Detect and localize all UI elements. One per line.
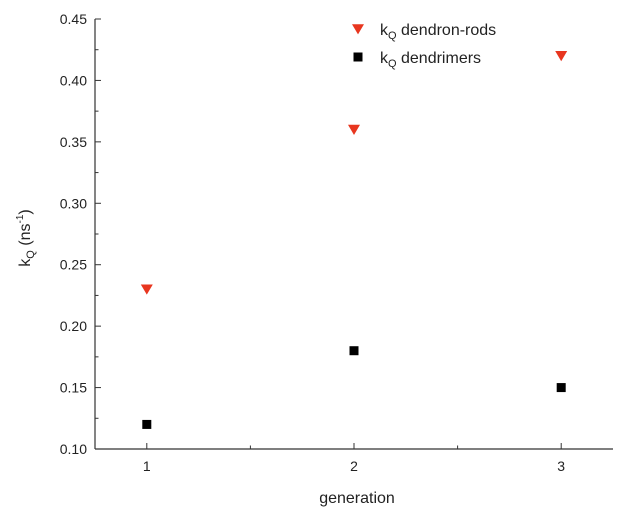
legend-entry-dendrimers: kQ dendrimers <box>353 50 481 70</box>
x-axis-ticks: 1 2 3 <box>143 443 565 474</box>
y-tick-label: 0.45 <box>60 11 87 27</box>
y-axis-title-rest: (ns <box>17 224 34 251</box>
y-tick-label: 0.25 <box>60 257 87 273</box>
legend-marker-square <box>353 52 363 62</box>
y-tick-label: 0.30 <box>60 195 87 211</box>
data-points <box>140 51 568 429</box>
point-dendron-rods <box>348 124 360 135</box>
y-axis-title-main: k <box>17 258 34 267</box>
y-tick-label: 0.15 <box>60 380 87 396</box>
y-axis-title-superscript: -1 <box>15 214 26 223</box>
y-axis-ticks: 0.10 0.15 0.20 0.25 0.30 0.35 0.40 0.45 <box>60 11 101 457</box>
legend-entry-dendron-rods: kQ dendron-rods <box>352 22 496 42</box>
legend-marker-triangle <box>352 24 364 35</box>
y-tick-label: 0.35 <box>60 134 87 150</box>
y-tick-label: 0.10 <box>60 441 87 457</box>
y-tick-label: 0.40 <box>60 72 87 88</box>
legend: kQ dendron-rods kQ dendrimers <box>352 22 496 70</box>
point-dendrimers <box>142 419 152 429</box>
x-tick-label: 3 <box>557 458 565 474</box>
point-dendron-rods <box>555 51 568 62</box>
legend-label-dendrimers: kQ dendrimers <box>380 50 481 70</box>
legend-label-dendron-rods: kQ dendron-rods <box>380 22 496 42</box>
y-axis-title-close: ) <box>17 209 34 214</box>
y-tick-label: 0.20 <box>60 318 87 334</box>
y-axis-title-subscript: Q <box>25 250 37 259</box>
point-dendrimers <box>556 383 566 393</box>
x-axis-title: generation <box>319 490 395 507</box>
axes <box>94 19 613 450</box>
x-tick-label: 1 <box>143 458 151 474</box>
point-dendron-rods <box>140 284 153 295</box>
point-dendrimers <box>349 346 359 356</box>
y-axis-title: kQ (ns-1) <box>15 209 37 266</box>
x-tick-label: 2 <box>350 458 358 474</box>
